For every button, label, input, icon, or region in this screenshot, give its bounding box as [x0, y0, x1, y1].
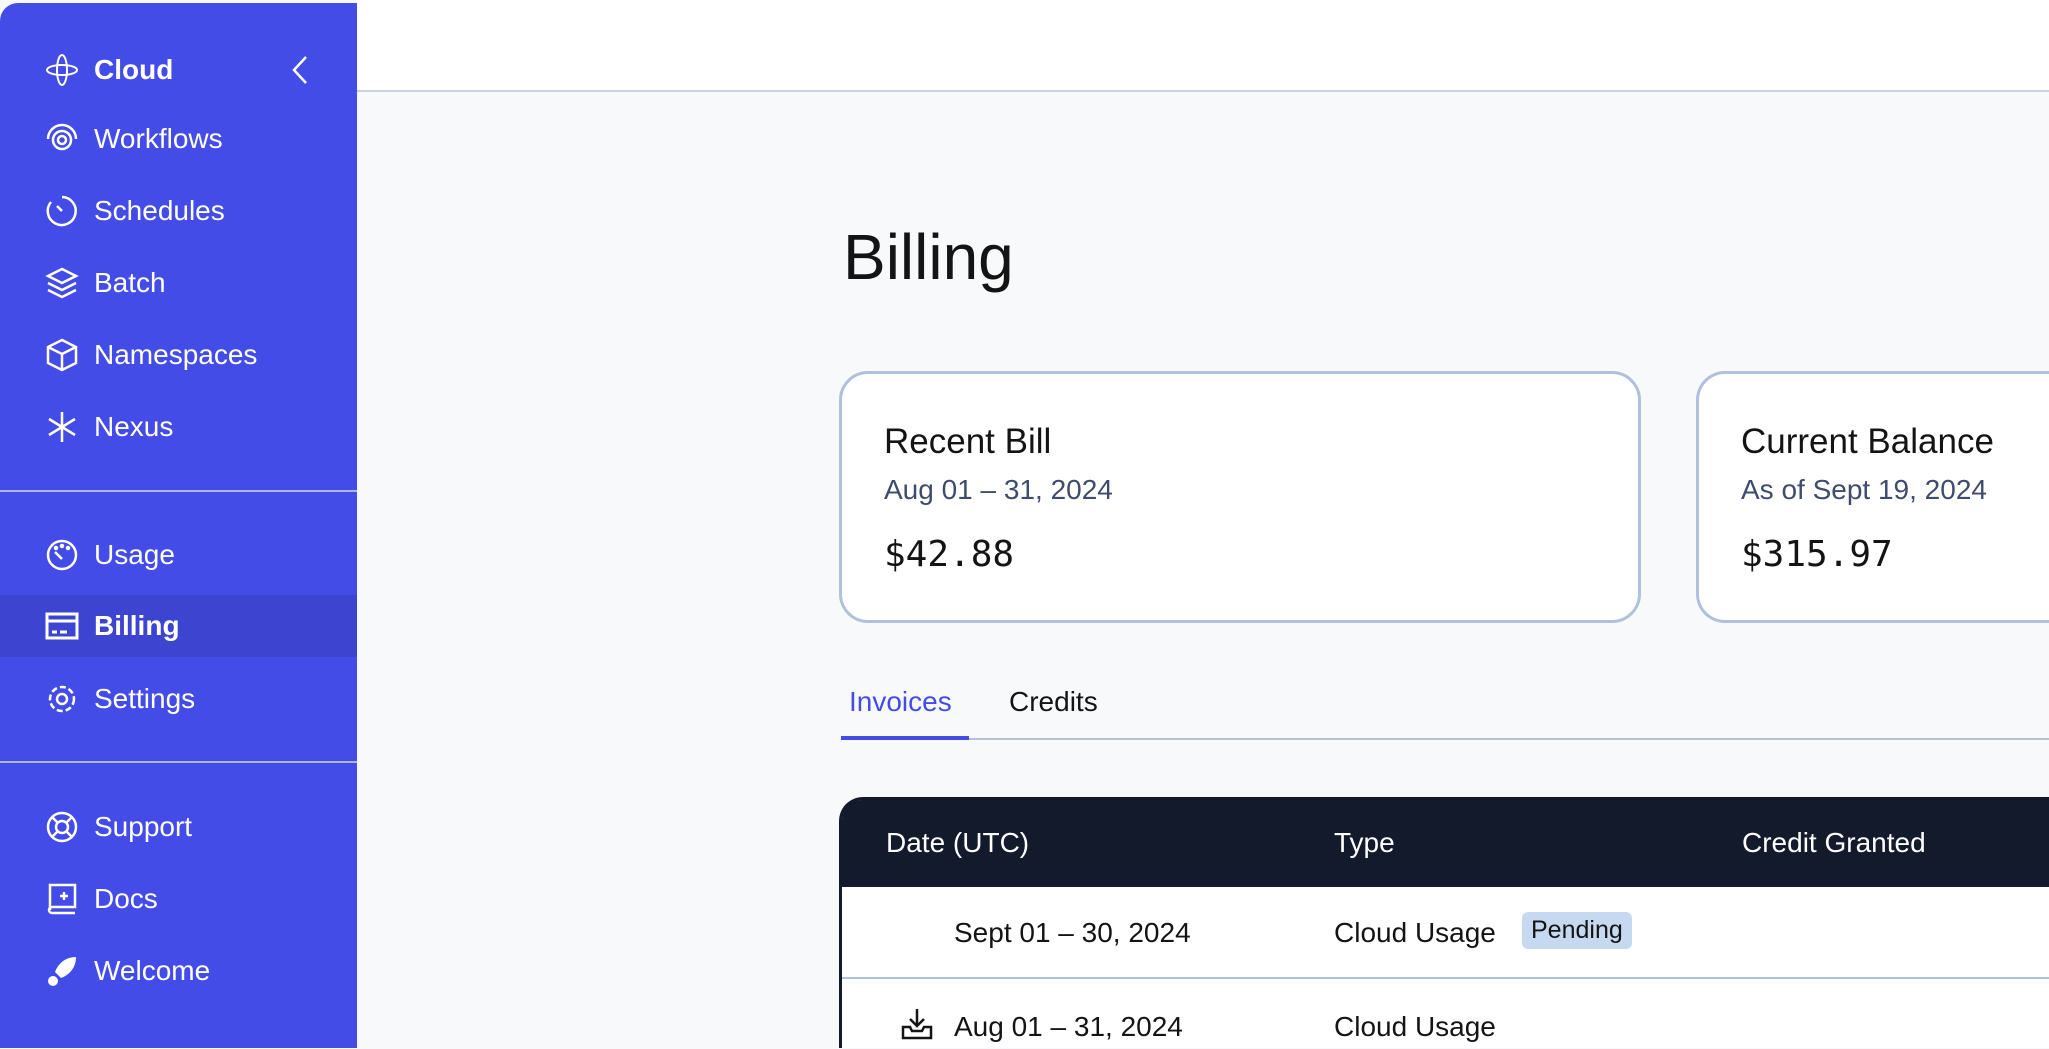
- sidebar-item-label: Docs: [94, 883, 158, 914]
- sidebar-item-docs[interactable]: Docs: [0, 868, 357, 930]
- card-subtitle: Aug 01 – 31, 2024: [884, 474, 1113, 505]
- column-header-date: Date (UTC): [886, 827, 1030, 858]
- column-header-credit-granted: Credit Granted: [1742, 827, 1926, 858]
- sidebar-item-namespaces[interactable]: Namespaces: [0, 324, 357, 386]
- current-balance-card: Current Balance As of Sept 19, 2024 $315…: [1696, 371, 2049, 623]
- sidebar-item-label: Usage: [94, 539, 175, 570]
- batch-icon: [45, 266, 79, 300]
- top-header: [357, 0, 2049, 92]
- tab-credits[interactable]: Credits: [1009, 686, 1098, 717]
- column-header-type: Type: [1334, 827, 1395, 858]
- sidebar: Cloud Workflows Schedules Batch Namespac…: [0, 3, 357, 1048]
- usage-icon: [45, 538, 79, 572]
- sidebar-divider: [0, 761, 357, 763]
- sidebar-item-schedules[interactable]: Schedules: [0, 180, 357, 242]
- download-icon[interactable]: [900, 1007, 934, 1048]
- welcome-icon: [45, 954, 79, 988]
- billing-icon: [45, 609, 79, 643]
- sidebar-item-label: Nexus: [94, 411, 174, 442]
- card-amount: $42.88: [884, 534, 1015, 575]
- tab-invoices[interactable]: Invoices: [841, 680, 969, 740]
- recent-bill-card: Recent Bill Aug 01 – 31, 2024 $42.88: [839, 371, 1641, 623]
- sidebar-item-nexus[interactable]: Nexus: [0, 396, 357, 458]
- table-row[interactable]: Aug 01 – 31, 2024 Cloud Usage: [842, 979, 2049, 1049]
- settings-icon: [45, 682, 79, 716]
- collapse-chevron-icon[interactable]: [284, 53, 318, 87]
- sidebar-item-settings[interactable]: Settings: [0, 668, 357, 730]
- card-amount: $315.97: [1741, 534, 1893, 575]
- workflows-icon: [45, 122, 79, 156]
- nexus-icon: [45, 410, 79, 444]
- card-title: Recent Bill: [884, 422, 1052, 461]
- sidebar-item-batch[interactable]: Batch: [0, 252, 357, 314]
- row-date: Aug 01 – 31, 2024: [954, 1011, 1183, 1042]
- row-date: Sept 01 – 30, 2024: [954, 917, 1191, 948]
- namespaces-icon: [45, 338, 79, 372]
- page-title: Billing: [843, 221, 1014, 293]
- row-type: Cloud Usage: [1334, 1011, 1496, 1042]
- sidebar-item-workflows[interactable]: Workflows: [0, 108, 357, 170]
- docs-icon: [45, 882, 79, 916]
- table-row[interactable]: Sept 01 – 30, 2024 Cloud Usage Pending: [842, 887, 2049, 979]
- sidebar-item-label: Batch: [94, 267, 166, 298]
- status-badge: Pending: [1522, 912, 1632, 949]
- sidebar-item-billing[interactable]: Billing: [0, 595, 357, 657]
- sidebar-item-label: Namespaces: [94, 339, 258, 370]
- card-title: Current Balance: [1741, 422, 1994, 461]
- sidebar-item-support[interactable]: Support: [0, 796, 357, 858]
- row-type: Cloud Usage: [1334, 917, 1496, 948]
- sidebar-item-cloud[interactable]: Cloud: [0, 39, 357, 101]
- support-icon: [45, 810, 79, 844]
- sidebar-item-label: Schedules: [94, 195, 225, 226]
- sidebar-item-label: Settings: [94, 683, 196, 714]
- brand-label: Cloud: [94, 54, 174, 85]
- invoices-table: Date (UTC) Type Credit Granted Sept 01 –…: [839, 797, 2049, 1048]
- schedules-icon: [45, 194, 79, 228]
- billing-tabs: Invoices Credits: [841, 680, 2049, 740]
- card-subtitle: As of Sept 19, 2024: [1741, 474, 1987, 505]
- sidebar-item-label: Welcome: [94, 955, 211, 986]
- sidebar-item-usage[interactable]: Usage: [0, 524, 357, 586]
- sidebar-divider: [0, 490, 357, 492]
- sidebar-item-label: Workflows: [94, 123, 223, 154]
- sidebar-item-label: Support: [94, 811, 193, 842]
- table-header: Date (UTC) Type Credit Granted: [842, 800, 2049, 887]
- cloud-icon: [45, 53, 79, 87]
- sidebar-item-welcome[interactable]: Welcome: [0, 940, 357, 1002]
- sidebar-item-label: Billing: [94, 610, 180, 641]
